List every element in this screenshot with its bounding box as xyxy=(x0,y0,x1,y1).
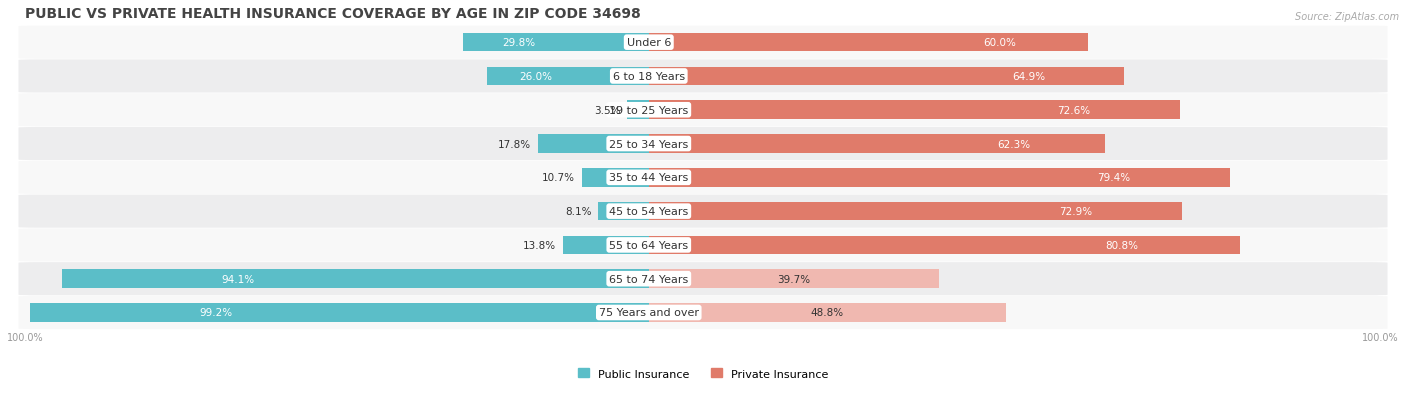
Text: 13.8%: 13.8% xyxy=(523,240,555,250)
Text: 35 to 44 Years: 35 to 44 Years xyxy=(609,173,689,183)
Text: 72.9%: 72.9% xyxy=(1059,206,1092,216)
FancyBboxPatch shape xyxy=(18,195,1388,228)
Text: 39.7%: 39.7% xyxy=(778,274,811,284)
Text: 72.6%: 72.6% xyxy=(1057,105,1091,116)
FancyBboxPatch shape xyxy=(18,94,1388,127)
Text: Under 6: Under 6 xyxy=(627,38,671,48)
Text: 3.5%: 3.5% xyxy=(593,105,620,116)
Text: 25 to 34 Years: 25 to 34 Years xyxy=(609,139,689,149)
FancyBboxPatch shape xyxy=(18,26,1388,59)
Bar xyxy=(582,169,648,187)
Bar xyxy=(62,270,648,288)
Bar xyxy=(648,202,1182,221)
Bar xyxy=(537,135,648,154)
FancyBboxPatch shape xyxy=(18,128,1388,161)
Text: 48.8%: 48.8% xyxy=(811,308,844,318)
Bar xyxy=(648,236,1240,254)
Text: 17.8%: 17.8% xyxy=(498,139,531,149)
FancyBboxPatch shape xyxy=(18,60,1388,93)
FancyBboxPatch shape xyxy=(18,263,1388,296)
Text: 65 to 74 Years: 65 to 74 Years xyxy=(609,274,689,284)
Text: 62.3%: 62.3% xyxy=(997,139,1031,149)
Bar xyxy=(31,304,648,322)
Text: 80.8%: 80.8% xyxy=(1105,240,1139,250)
Bar xyxy=(463,34,648,52)
Text: 6 to 18 Years: 6 to 18 Years xyxy=(613,72,685,82)
Text: 29.8%: 29.8% xyxy=(502,38,536,48)
Bar xyxy=(648,135,1105,154)
Text: 60.0%: 60.0% xyxy=(984,38,1017,48)
Bar xyxy=(648,270,939,288)
Text: 8.1%: 8.1% xyxy=(565,206,592,216)
Bar xyxy=(562,236,648,254)
FancyBboxPatch shape xyxy=(18,296,1388,329)
Text: 75 Years and over: 75 Years and over xyxy=(599,308,699,318)
Text: 45 to 54 Years: 45 to 54 Years xyxy=(609,206,689,216)
Bar xyxy=(486,67,648,86)
Bar xyxy=(599,202,648,221)
Bar xyxy=(648,67,1123,86)
Bar xyxy=(648,169,1230,187)
Bar xyxy=(627,101,648,120)
Text: 64.9%: 64.9% xyxy=(1012,72,1046,82)
Text: 26.0%: 26.0% xyxy=(519,72,551,82)
Legend: Public Insurance, Private Insurance: Public Insurance, Private Insurance xyxy=(578,368,828,379)
Text: 99.2%: 99.2% xyxy=(200,308,232,318)
Text: PUBLIC VS PRIVATE HEALTH INSURANCE COVERAGE BY AGE IN ZIP CODE 34698: PUBLIC VS PRIVATE HEALTH INSURANCE COVER… xyxy=(25,7,641,21)
Bar xyxy=(648,304,1005,322)
Text: Source: ZipAtlas.com: Source: ZipAtlas.com xyxy=(1295,12,1399,22)
Text: 94.1%: 94.1% xyxy=(222,274,254,284)
Bar xyxy=(648,34,1088,52)
Text: 10.7%: 10.7% xyxy=(543,173,575,183)
FancyBboxPatch shape xyxy=(18,161,1388,195)
Text: 79.4%: 79.4% xyxy=(1097,173,1130,183)
Text: 19 to 25 Years: 19 to 25 Years xyxy=(609,105,689,116)
Bar xyxy=(648,101,1180,120)
FancyBboxPatch shape xyxy=(18,229,1388,262)
Text: 55 to 64 Years: 55 to 64 Years xyxy=(609,240,689,250)
